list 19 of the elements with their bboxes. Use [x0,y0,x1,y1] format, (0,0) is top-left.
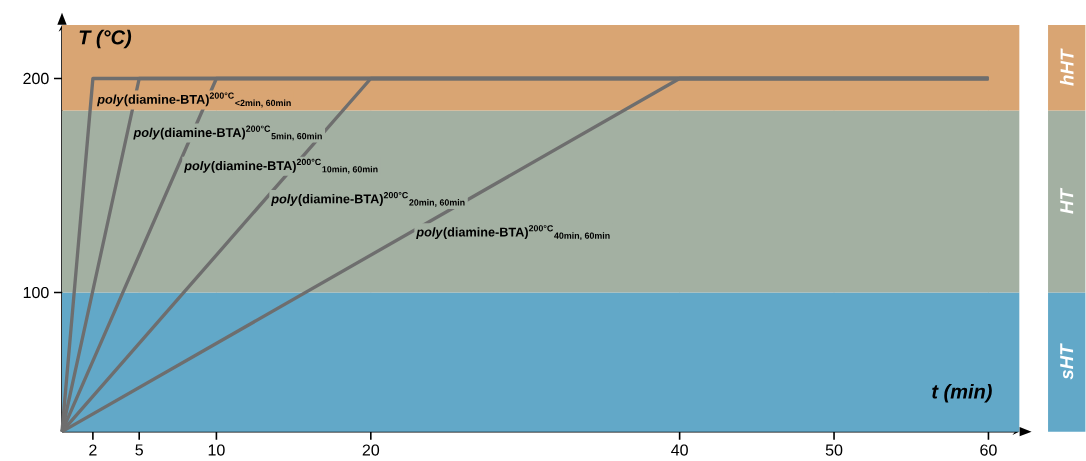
x-tick-label: 10 [208,444,225,456]
x-axis-title: t (min) [932,383,992,403]
band-label: sHT [1060,343,1074,380]
y-axis-title: T (°C) [79,29,132,49]
series-label: poly(diamine-BTA)$^{200°C}$5min, 60min [133,125,322,141]
band-label: HT [1060,187,1074,214]
x-tick-label: 50 [825,444,843,456]
series-label: poly(diamine-BTA)$^{200°C}$10min, 60min [184,158,378,174]
y-tick-label: 100 [23,286,49,299]
series-label: poly(diamine-BTA)$^{200°C}$20min, 60min [271,191,465,207]
series-label: poly(diamine-BTA)$^{200°C}$40min, 60min [416,225,610,241]
band-label: hHT [1059,48,1074,86]
x-tick-label: 2 [89,444,97,456]
series-label: poly(diamine-BTA)$^{200°C}$<2min, 60min [97,92,291,108]
x-tick-label: 20 [362,444,380,456]
x-tick-label: 40 [671,444,688,456]
x-tick-label: 60 [980,444,997,456]
x-tick-label: 5 [135,444,143,456]
y-tick-label: 200 [23,72,49,85]
